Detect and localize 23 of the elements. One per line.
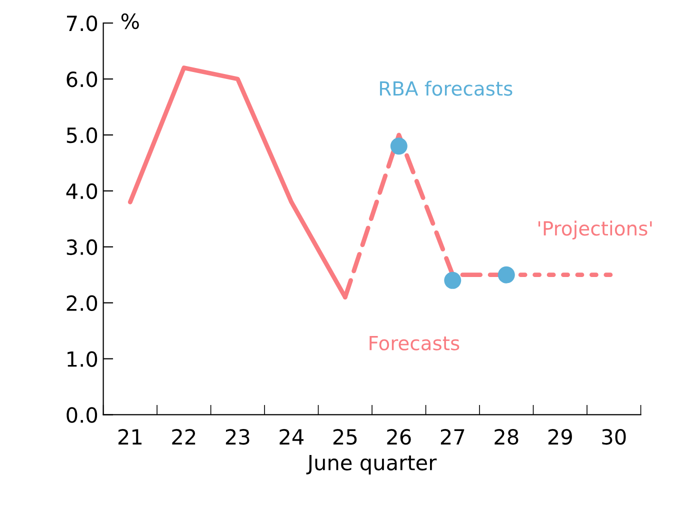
x-tick-label: 30 xyxy=(602,428,626,445)
x-tick-label: 25 xyxy=(333,428,357,445)
x-tick-label: 23 xyxy=(226,428,250,445)
y-tick-label: 6.0 xyxy=(66,71,98,88)
y-tick-label: 3.0 xyxy=(66,239,98,256)
y-axis-title: % xyxy=(121,13,139,30)
x-tick-label: 22 xyxy=(172,428,196,444)
x-tick-label: 29 xyxy=(548,428,572,445)
x-tick-label: 28 xyxy=(494,428,518,445)
y-tick-label: 7.0 xyxy=(67,15,98,32)
text: Forecasts xyxy=(370,336,460,350)
series-label: 'Projections' xyxy=(538,220,652,240)
y-tick-label: 4.0 xyxy=(66,183,98,200)
text: RBA forecasts xyxy=(380,80,512,96)
y-tick-label: 0.0 xyxy=(66,407,98,423)
x-tick-label: 24 xyxy=(280,428,304,444)
y-tick-label: 1.0 xyxy=(68,351,98,367)
x-axis-title: June quarter xyxy=(306,454,437,474)
x-tick-label: 26 xyxy=(387,428,411,445)
y-tick-label: 2.0 xyxy=(66,295,98,312)
x-tick-label: 27 xyxy=(440,428,464,444)
x-tick-label: 21 xyxy=(118,428,142,444)
y-tick-label: 5.0 xyxy=(66,127,98,144)
